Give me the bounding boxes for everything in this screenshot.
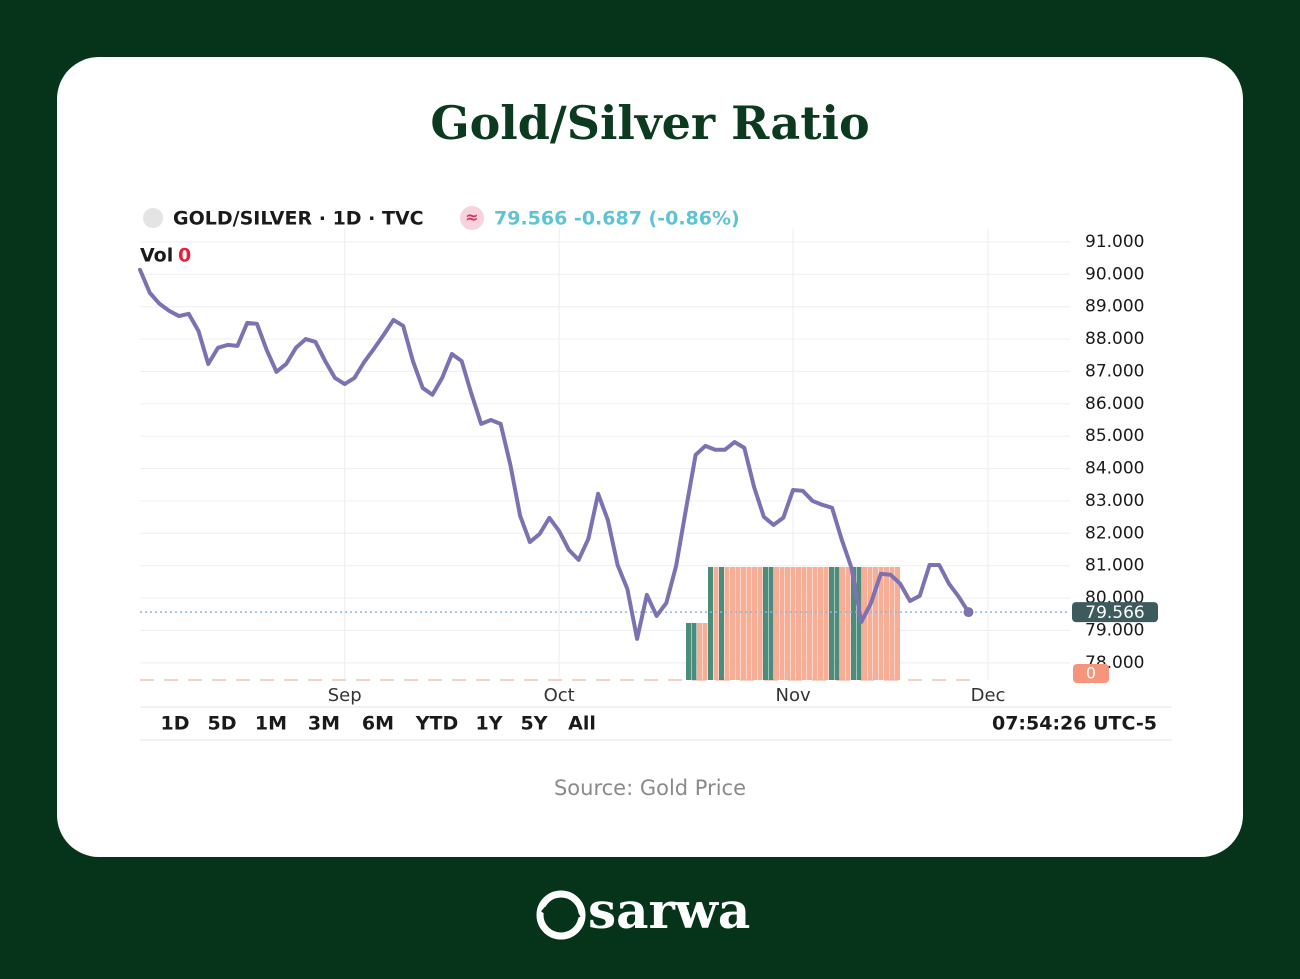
range-button[interactable]: 5D <box>208 713 237 735</box>
quote-icon-glyph: ≈ <box>465 208 478 227</box>
volume-bar <box>895 567 900 680</box>
range-button[interactable]: YTD <box>415 713 459 735</box>
volume-bar <box>873 567 878 680</box>
volume-bar <box>823 567 829 680</box>
volume-bar <box>691 623 697 680</box>
volume-bar <box>845 567 851 680</box>
x-tick-label: Nov <box>775 685 810 706</box>
volume-bar <box>708 567 713 680</box>
quote: 79.566 -0.687 (-0.86%) <box>494 208 740 230</box>
x-tick-label: Dec <box>971 685 1006 706</box>
range-button[interactable]: 1M <box>255 713 287 735</box>
volume-bar <box>829 567 834 680</box>
volume-bar <box>790 567 796 680</box>
volume-bar <box>768 567 774 680</box>
volume-bar <box>818 567 823 680</box>
range-button[interactable]: All <box>568 713 596 735</box>
line-series <box>138 267 971 641</box>
volume-label: Vol <box>140 245 173 267</box>
x-tick-label: Oct <box>544 685 575 706</box>
volume-bar <box>730 567 735 680</box>
y-tick-label: 83.000 <box>1085 491 1144 511</box>
volume-bar <box>851 567 856 680</box>
y-tick-label: 89.000 <box>1085 297 1144 317</box>
volume-value: 0 <box>178 245 191 267</box>
quote-icon <box>460 206 484 230</box>
volume-bar <box>840 567 845 680</box>
volume-bar <box>686 623 691 680</box>
y-tick-label: 84.000 <box>1085 459 1144 479</box>
volume-tag <box>1073 664 1109 683</box>
volume-bar <box>878 567 884 680</box>
volume-bar <box>763 567 768 680</box>
volume-bar <box>807 567 812 680</box>
symbol-icon <box>143 208 163 228</box>
volume-bar <box>801 567 807 680</box>
y-tick-label: 87.000 <box>1085 361 1144 381</box>
volume-tag-label: 0 <box>1086 664 1096 683</box>
volume-bar <box>856 567 862 680</box>
y-tick-label: 88.000 <box>1085 329 1144 349</box>
volume-bar <box>889 567 895 680</box>
logo-icon-cut <box>541 906 581 921</box>
legend-symbol: GOLD/SILVER · 1D · TVC <box>173 208 424 230</box>
volume-bar <box>735 567 741 680</box>
range-buttons: 1D 5D 1M 3M 6M YTD 1Y 5Y All <box>161 713 596 735</box>
volume-bar <box>862 567 867 680</box>
y-tick-label: 85.000 <box>1085 426 1144 446</box>
volume-bar <box>702 623 708 680</box>
y-tick-label: 79.000 <box>1085 620 1144 640</box>
volume-bar <box>713 567 719 680</box>
volume-bar <box>746 567 752 680</box>
volume-bar <box>752 567 757 680</box>
logo-icon <box>536 890 586 940</box>
y-tick-label: 86.000 <box>1085 394 1144 414</box>
card <box>57 57 1243 857</box>
plot: 91.000 90.000 89.000 88.000 87.000 86.000 85.0… <box>138 228 1158 706</box>
volume-bar <box>884 567 889 680</box>
volume-bar <box>757 567 763 680</box>
x-tick-label: Sep <box>328 685 362 706</box>
volume-bar <box>796 567 801 680</box>
chart-title: Gold/Silver Ratio <box>430 96 869 150</box>
source: Source: Gold Price <box>554 776 746 800</box>
brand-logo: sarwa <box>536 881 750 940</box>
volume-bar <box>724 567 730 680</box>
volume-bar <box>697 623 702 680</box>
range-button[interactable]: 3M <box>308 713 340 735</box>
clock: 07:54:26 UTC-5 <box>992 713 1157 735</box>
range-button[interactable]: 1D <box>161 713 190 735</box>
range-button[interactable]: 1Y <box>476 713 503 735</box>
y-tick-label: 82.000 <box>1085 523 1144 543</box>
volume-bar <box>785 567 790 680</box>
y-tick-label: 90.000 <box>1085 264 1144 284</box>
volume-bar <box>812 567 818 680</box>
y-tick-label: 91.000 <box>1085 232 1144 252</box>
volume-bar <box>741 567 746 680</box>
range-button[interactable]: 6M <box>362 713 394 735</box>
volume-bar <box>719 567 724 680</box>
volume-bar <box>779 567 785 680</box>
volume-bar <box>774 567 779 680</box>
volume-bar <box>867 567 873 680</box>
volume-bar <box>834 567 840 680</box>
last-point <box>963 607 974 618</box>
price-tag-label: 79.566 <box>1085 603 1144 623</box>
price-tag <box>1072 602 1158 623</box>
range-button[interactable]: 5Y <box>521 713 548 735</box>
brand: sarwa <box>588 881 750 940</box>
y-tick-label: 81.000 <box>1085 556 1144 576</box>
